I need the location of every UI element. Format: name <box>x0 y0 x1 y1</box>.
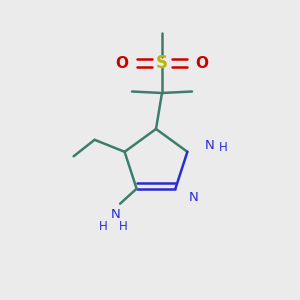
Text: S: S <box>156 54 168 72</box>
Text: H: H <box>99 220 108 233</box>
Text: H: H <box>119 220 128 233</box>
Text: O: O <box>195 56 208 70</box>
Text: N: N <box>111 208 121 221</box>
Text: O: O <box>116 56 129 70</box>
Text: H: H <box>218 141 227 154</box>
Text: N: N <box>188 191 198 204</box>
Text: N: N <box>205 139 215 152</box>
